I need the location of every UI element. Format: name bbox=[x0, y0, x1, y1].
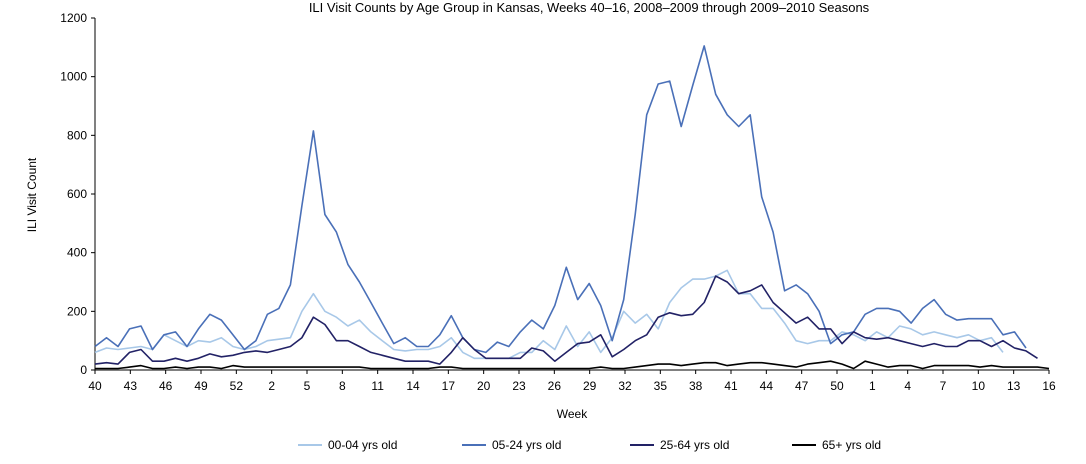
series-lines bbox=[94, 45, 1050, 370]
legend-label: 05-24 yrs old bbox=[492, 438, 561, 452]
y-tick-label: 600 bbox=[67, 187, 87, 201]
legend-label: 25-64 yrs old bbox=[660, 438, 729, 452]
y-tick-label: 200 bbox=[67, 304, 87, 318]
x-axis-label: Week bbox=[557, 407, 588, 421]
x-tick-label: 1 bbox=[869, 379, 876, 393]
x-tick-label: 20 bbox=[477, 379, 491, 393]
legend-label: 65+ yrs old bbox=[822, 438, 881, 452]
chart-title: ILI Visit Counts by Age Group in Kansas,… bbox=[309, 0, 870, 15]
x-tick-label: 10 bbox=[972, 379, 986, 393]
x-tick-label: 38 bbox=[689, 379, 703, 393]
x-tick-label: 49 bbox=[194, 379, 208, 393]
x-tick-label: 5 bbox=[304, 379, 311, 393]
legend: 00-04 yrs old 05-24 yrs old 25-64 yrs old 6… bbox=[298, 438, 881, 452]
y-tick-label: 1200 bbox=[60, 11, 87, 25]
x-tick-label: 50 bbox=[830, 379, 844, 393]
series-line-2 bbox=[94, 45, 1027, 354]
x-tick-label: 43 bbox=[124, 379, 138, 393]
y-axis-label: ILI Visit Count bbox=[25, 157, 39, 232]
y-tick-label: 800 bbox=[67, 128, 87, 142]
y-tick-label: 400 bbox=[67, 246, 87, 260]
y-tick-label: 0 bbox=[80, 363, 87, 377]
x-tick-label: 11 bbox=[371, 379, 384, 393]
series-line-3 bbox=[94, 275, 1038, 365]
x-tick-label: 44 bbox=[760, 379, 774, 393]
x-tick-label: 41 bbox=[724, 379, 738, 393]
x-tick-label: 52 bbox=[230, 379, 244, 393]
x-tick-label: 32 bbox=[618, 379, 632, 393]
x-tick-label: 4 bbox=[904, 379, 911, 393]
x-tick-label: 17 bbox=[442, 379, 456, 393]
x-tick-label: 13 bbox=[1007, 379, 1021, 393]
x-tick-label: 26 bbox=[548, 379, 562, 393]
x-tick-label: 47 bbox=[795, 379, 809, 393]
x-tick-label: 7 bbox=[940, 379, 947, 393]
x-tick-label: 14 bbox=[406, 379, 420, 393]
x-tick-label: 46 bbox=[159, 379, 173, 393]
x-tick-label: 8 bbox=[339, 379, 346, 393]
x-tick-label: 40 bbox=[88, 379, 102, 393]
series-line-4 bbox=[95, 360, 1050, 370]
x-tick-label: 23 bbox=[512, 379, 526, 393]
x-tick-label: 35 bbox=[654, 379, 668, 393]
y-tick-label: 1000 bbox=[60, 70, 87, 84]
x-tick-label: 2 bbox=[268, 379, 275, 393]
legend-label: 00-04 yrs old bbox=[328, 438, 397, 452]
x-tick-label: 29 bbox=[583, 379, 597, 393]
x-tick-label: 16 bbox=[1042, 379, 1056, 393]
